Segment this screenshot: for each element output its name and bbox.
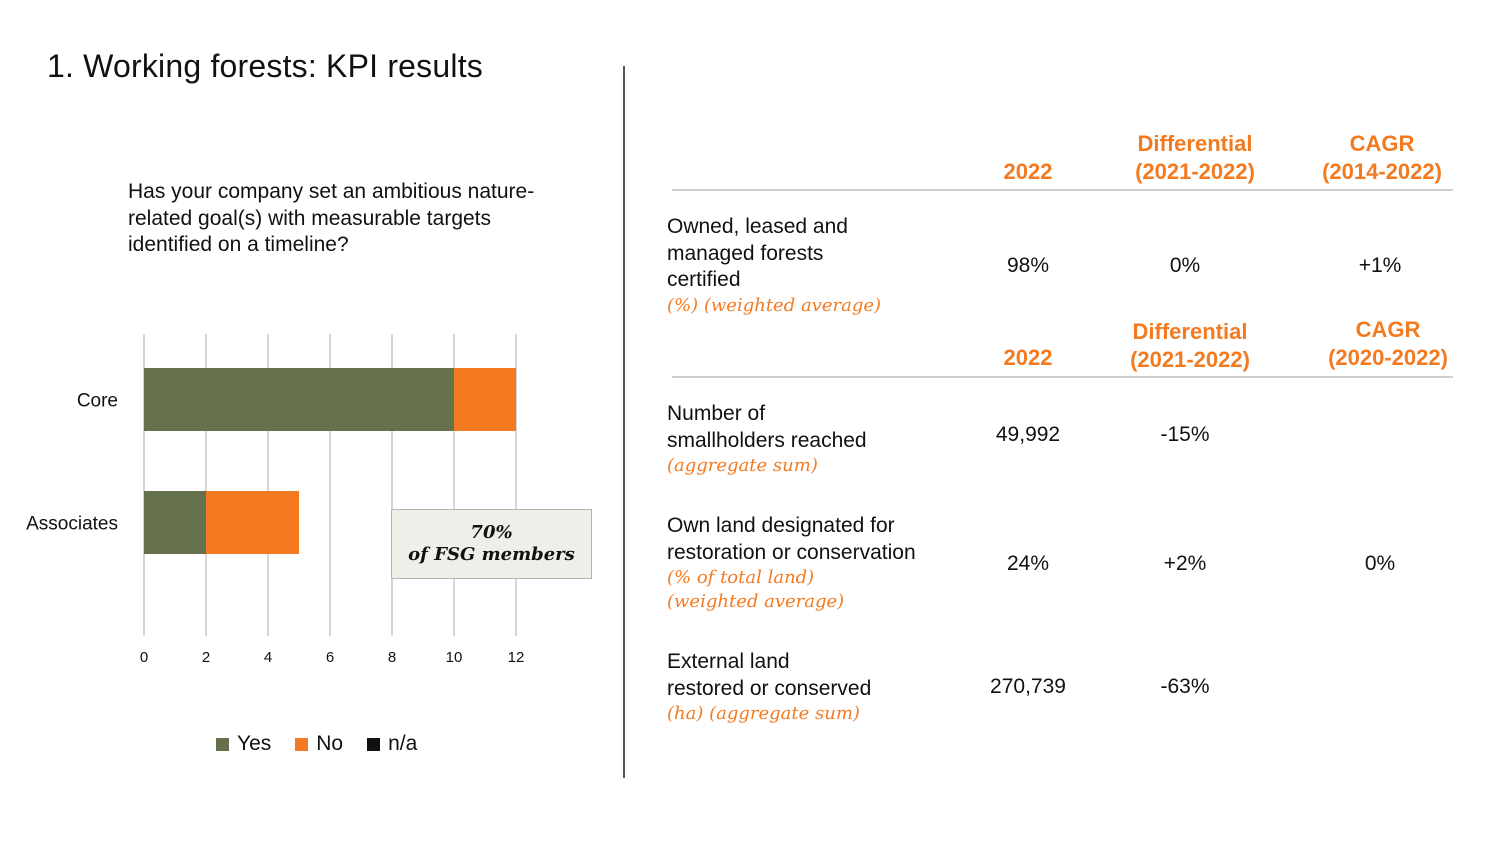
external-land-diff-value: -63% [1160, 675, 1210, 698]
callout-percent: 70% [470, 522, 513, 543]
x-tick-label-8: 8 [388, 649, 396, 666]
metric-label-line2: restored or conserved [667, 676, 872, 700]
legend-item-na: n/a [367, 732, 417, 756]
certified-cagr-value: +1% [1358, 254, 1402, 277]
metric-certified-forests: Owned, leased and managed forests certif… [667, 214, 881, 318]
metric-unit: (aggregate sum) [667, 455, 818, 476]
metric-label-line2: restoration or conservation [667, 540, 916, 564]
table2-header-diff: Differential (2021-2022) [1100, 318, 1280, 374]
own-land-cagr-value: 0% [1364, 552, 1396, 575]
bar-core-yes [144, 368, 454, 431]
metric-label-line3: certified [667, 268, 741, 291]
category-label-associates: Associates [26, 514, 118, 535]
legend-label-yes: Yes [237, 732, 272, 755]
smallholders-2022-value: 49,992 [995, 423, 1061, 446]
metric-label-line2: smallholders reached [667, 428, 867, 452]
table1-header-diff: Differential (2021-2022) [1105, 130, 1285, 186]
metric-label-line2: managed forests [667, 241, 824, 265]
table1-header-diff-line2: (2021-2022) [1135, 159, 1255, 184]
callout-caption: of FSG members [408, 544, 575, 565]
table2-header-cagr-line1: CAGR [1355, 317, 1421, 342]
legend-item-no: No [295, 732, 343, 756]
x-tick-label-2: 2 [202, 649, 210, 666]
x-tick-label-12: 12 [508, 649, 525, 666]
x-tick-label-6: 6 [326, 649, 334, 666]
own-land-diff-value: +2% [1163, 552, 1207, 575]
legend-label-na: n/a [388, 732, 418, 755]
x-tick-label-4: 4 [264, 649, 272, 666]
members-callout: 70% of FSG members [391, 509, 592, 579]
x-tick-label-10: 10 [446, 649, 463, 666]
bar-core-no [454, 368, 516, 431]
vertical-divider [623, 66, 625, 778]
x-tick-label-0: 0 [140, 649, 148, 666]
table2-header-rule [672, 376, 1453, 378]
table1-header-year: 2022 [1003, 159, 1053, 184]
table1-header-cagr-line1: CAGR [1349, 131, 1415, 156]
metric-label-line1: Owned, leased and [667, 215, 848, 238]
metric-smallholders: Number of smallholders reached (aggregat… [667, 401, 867, 478]
metric-unit-1: (% of total land) [667, 567, 815, 588]
metric-own-land: Own land designated for restoration or c… [667, 513, 916, 614]
table2-header-cagr: CAGR (2020-2022) [1298, 316, 1478, 372]
legend-item-yes: Yes [216, 732, 271, 756]
table2-header-year: 2022 [1003, 345, 1053, 370]
smallholders-diff-value: -15% [1160, 423, 1210, 446]
chart-question: Has your company set an ambitious nature… [128, 180, 535, 256]
legend-swatch-na [367, 737, 381, 751]
legend-swatch-yes [216, 737, 229, 751]
metric-external-land: External land restored or conserved (ha)… [667, 649, 871, 726]
bar-associates-no [206, 491, 299, 554]
metric-unit: (ha) (aggregate sum) [667, 703, 860, 724]
table2-header-diff-line2: (2021-2022) [1130, 347, 1250, 372]
metric-unit-2: (weighted average) [667, 591, 845, 612]
certified-2022-value: 98% [1006, 254, 1050, 277]
table1-header-cagr: CAGR (2014-2022) [1292, 130, 1472, 186]
metric-label-line1: Number of [667, 402, 766, 425]
legend-label-no: No [316, 732, 344, 755]
bar-associates-yes [144, 491, 206, 554]
metric-unit: (%) (weighted average) [667, 294, 882, 316]
metric-label-line1: Own land designated for [667, 514, 895, 537]
chart-legend: Yes No n/a [216, 732, 441, 756]
table2-header-cagr-line2: (2020-2022) [1328, 345, 1448, 370]
category-label-core: Core [77, 391, 118, 412]
legend-swatch-no [295, 737, 309, 751]
table1-header-diff-line1: Differential [1137, 131, 1253, 156]
table1-header-cagr-line2: (2014-2022) [1322, 159, 1442, 184]
own-land-2022-value: 24% [1006, 552, 1050, 575]
table2-header-diff-line1: Differential [1132, 319, 1248, 344]
metric-label-line1: External land [667, 650, 790, 673]
page-title: 1. Working forests: KPI results [47, 48, 483, 84]
certified-diff-value: 0% [1169, 254, 1201, 277]
table1-header-rule [672, 189, 1453, 191]
external-land-2022-value: 270,739 [990, 675, 1066, 698]
stacked-bar-chart: 0 2 4 6 8 10 12 Core Associates [26, 334, 525, 666]
